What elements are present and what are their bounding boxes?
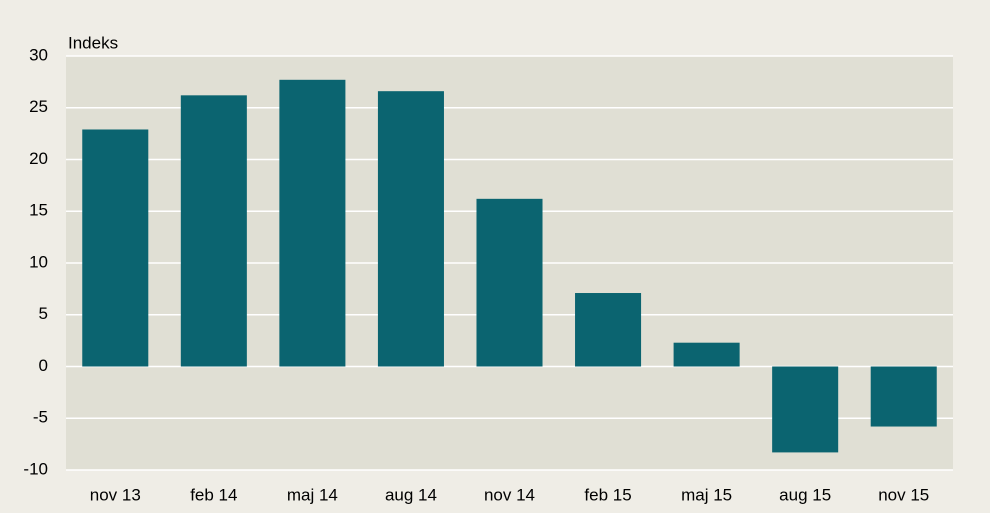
x-tick-label: nov 14 — [484, 485, 535, 504]
bar — [180, 95, 247, 367]
bar — [377, 91, 444, 367]
y-tick-label: -5 — [33, 408, 48, 427]
x-tick-label: feb 14 — [190, 485, 237, 504]
y-tick-label: 25 — [29, 97, 48, 116]
y-tick-label: -10 — [23, 459, 48, 478]
bar — [673, 342, 740, 367]
x-tick-label: nov 15 — [878, 485, 929, 504]
x-tick-label: nov 13 — [90, 485, 141, 504]
x-tick-label: maj 14 — [287, 485, 338, 504]
bar — [772, 366, 839, 453]
x-tick-label: aug 15 — [779, 485, 831, 504]
y-tick-label: 10 — [29, 252, 48, 271]
bar — [279, 79, 346, 367]
x-tick-label: feb 15 — [584, 485, 631, 504]
y-tick-label: 5 — [39, 304, 48, 323]
y-axis-label: Indeks — [68, 33, 118, 52]
x-tick-label: aug 14 — [385, 485, 437, 504]
bar — [870, 366, 937, 427]
y-tick-label: 30 — [29, 45, 48, 64]
y-tick-label: 20 — [29, 149, 48, 168]
x-tick-label: maj 15 — [681, 485, 732, 504]
bar — [476, 198, 543, 367]
y-tick-label: 0 — [39, 356, 48, 375]
y-tick-label: 15 — [29, 201, 48, 220]
bar — [575, 293, 642, 367]
bar — [82, 129, 149, 367]
